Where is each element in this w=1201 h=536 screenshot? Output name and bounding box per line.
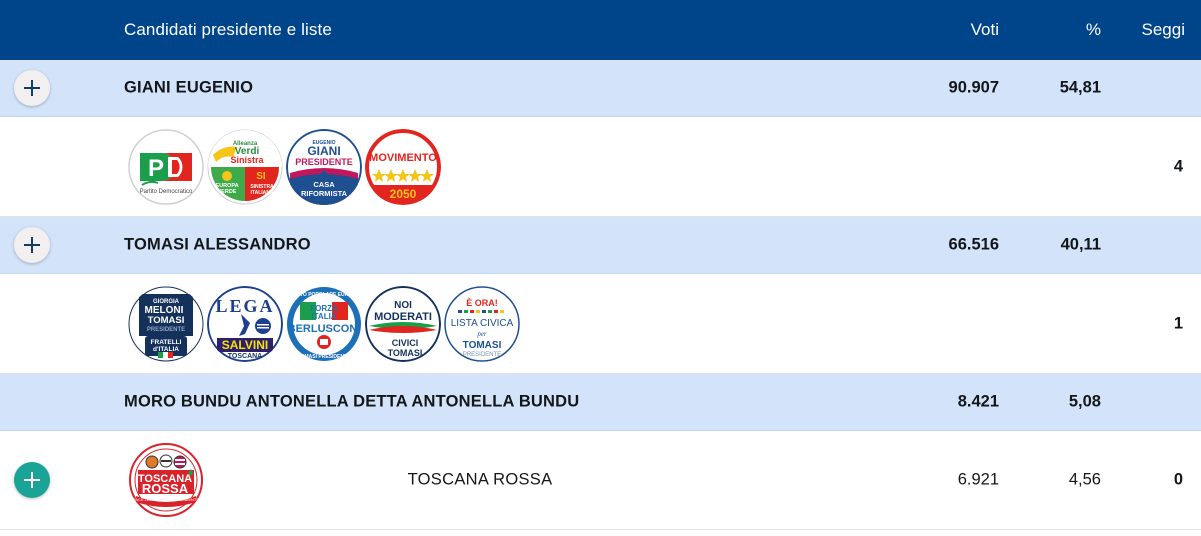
svg-text:ROSSA: ROSSA [142, 481, 189, 496]
giani-presidente-casa-riformista-logo: EUGENIO GIANI PRESIDENTE CASA RIFORMISTA [286, 128, 362, 205]
candidate-votes: 90.907 [948, 78, 999, 97]
svg-text:2050: 2050 [390, 187, 417, 201]
svg-text:EUGENIO: EUGENIO [312, 140, 335, 146]
party-logo-group: GIORGIA MELONI TOMASI PRESIDENTE FRATELL… [128, 285, 520, 362]
svg-text:EUROPA: EUROPA [215, 183, 238, 189]
plus-icon [24, 472, 40, 488]
svg-text:Sinistra: Sinistra [230, 155, 264, 165]
candidate-name: GIANI EUGENIO [124, 78, 254, 97]
svg-text:ITALIA: ITALIA [311, 312, 336, 321]
svg-text:FRATELLI: FRATELLI [151, 339, 182, 346]
toscana-rossa-logo: TOSCANA ROSSA PACE LAVORO SALUTE AMBIENT… [128, 442, 204, 518]
svg-text:TOMASI PRESIDENTE: TOMASI PRESIDENTE [298, 354, 351, 360]
candidate-percent: 40,11 [1060, 235, 1101, 254]
table-row-lists-tomasi: GIORGIA MELONI TOMASI PRESIDENTE FRATELL… [0, 274, 1201, 374]
column-header-percent: % [1085, 20, 1101, 39]
svg-text:PARTITO POPOLARE EUROPEO: PARTITO POPOLARE EUROPEO [286, 292, 362, 298]
plus-icon [24, 237, 40, 253]
table-row-candidate-giani[interactable]: GIANI EUGENIO 90.907 54,81 [0, 60, 1201, 117]
svg-text:PACE LAVORO SALUTE AMBIENTE: PACE LAVORO SALUTE AMBIENTE [133, 497, 199, 502]
svg-text:LISTA CIVICA: LISTA CIVICA [451, 318, 514, 329]
table-header: Candidati presidente e liste Voti % Segg… [0, 0, 1201, 60]
expand-button-giani[interactable] [14, 70, 50, 106]
plus-icon [24, 80, 40, 96]
list-name: TOSCANA ROSSA [407, 470, 553, 489]
list-percent: 4,56 [1068, 470, 1101, 489]
expand-button-tomasi[interactable] [14, 227, 50, 263]
svg-text:NOI: NOI [394, 300, 412, 311]
svg-text:FORZA: FORZA [310, 304, 338, 313]
candidate-votes: 66.516 [948, 235, 999, 254]
table-row-candidate-tomasi[interactable]: TOMASI ALESSANDRO 66.516 40,11 [0, 217, 1201, 274]
lega-salvini-toscana-logo: LEGA SALVINI TOSCANA [207, 285, 283, 362]
svg-text:Verdi: Verdi [235, 146, 260, 157]
svg-text:ITALIANA: ITALIANA [251, 190, 274, 196]
alleanza-verdi-sinistra-logo: Alleanza Verdi Sinistra EUROPA VERDE SI … [207, 128, 283, 205]
svg-text:CIVICI: CIVICI [392, 338, 419, 348]
list-seats: 0 [1173, 470, 1183, 489]
svg-text:GIORGIA: GIORGIA [153, 299, 180, 305]
svg-text:d'ITALIA: d'ITALIA [153, 346, 179, 353]
svg-text:SI: SI [256, 171, 266, 182]
svg-text:GIANI: GIANI [307, 144, 340, 158]
expand-button-toscana-rossa[interactable] [14, 462, 50, 498]
svg-text:Partito Democratico: Partito Democratico [140, 189, 193, 195]
svg-text:BERLUSCONI: BERLUSCONI [288, 323, 361, 335]
candidate-name: TOMASI ALESSANDRO [124, 235, 311, 254]
list-seats: 1 [1173, 314, 1183, 332]
candidate-name: MORO BUNDU ANTONELLA DETTA ANTONELLA BUN… [124, 392, 580, 411]
fratelli-ditalia-meloni-tomasi-logo: GIORGIA MELONI TOMASI PRESIDENTE FRATELL… [128, 285, 204, 362]
table-row-list-toscana-rossa: TOSCANA ROSSA PACE LAVORO SALUTE AMBIENT… [0, 431, 1201, 530]
svg-text:RIFORMISTA: RIFORMISTA [301, 189, 348, 198]
list-seats: 4 [1173, 157, 1183, 175]
svg-text:MELONI: MELONI [145, 305, 184, 316]
svg-text:TOMASI: TOMASI [148, 315, 185, 326]
column-header-votes: Voti [970, 20, 999, 39]
table-row-lists-giani: P Partito Democratico Alleanza Verdi [0, 117, 1201, 217]
list-votes: 6.921 [957, 470, 999, 489]
e-ora-lista-civica-per-tomasi-logo: È ORA! LISTA CIVICA per TOMASI PRE [444, 285, 520, 362]
svg-text:Alleanza: Alleanza [233, 141, 258, 147]
svg-text:PRESIDENTE: PRESIDENTE [295, 157, 353, 167]
party-logo-group: P Partito Democratico Alleanza Verdi [128, 128, 441, 205]
pd-partito-democratico-logo: P Partito Democratico [128, 128, 204, 205]
forza-italia-berlusconi-logo: PARTITO POPOLARE EUROPEO FORZA ITALIA BE… [286, 285, 362, 362]
svg-text:SALVINI: SALVINI [222, 338, 268, 352]
svg-text:TOMASI: TOMASI [388, 348, 423, 358]
party-logo-group: TOSCANA ROSSA PACE LAVORO SALUTE AMBIENT… [128, 442, 204, 518]
svg-text:MOVIMENTO: MOVIMENTO [369, 152, 437, 164]
svg-text:per: per [476, 330, 487, 338]
movimento-2050-logo: MOVIMENTO 2050 [365, 128, 441, 205]
svg-text:TOSCANA: TOSCANA [138, 473, 192, 485]
svg-text:PRESIDENTE: PRESIDENTE [463, 352, 501, 358]
svg-text:CASA: CASA [313, 180, 335, 189]
candidate-percent: 54,81 [1059, 78, 1101, 97]
svg-text:LEGA: LEGA [215, 296, 274, 316]
svg-text:PRESIDENTE: PRESIDENTE [147, 327, 185, 333]
candidate-percent: 5,08 [1068, 392, 1101, 411]
svg-text:VERDE: VERDE [218, 189, 237, 195]
svg-text:È ORA!: È ORA! [466, 298, 498, 308]
svg-text:MODERATI: MODERATI [374, 311, 432, 323]
svg-text:TOSCANA: TOSCANA [228, 353, 262, 360]
svg-text:TOMASI: TOMASI [463, 340, 502, 351]
column-header-seats: Seggi [1141, 20, 1185, 39]
column-header-candidates: Candidati presidente e liste [124, 20, 332, 39]
table-row-candidate-moro-bundu[interactable]: MORO BUNDU ANTONELLA DETTA ANTONELLA BUN… [0, 374, 1201, 431]
candidate-votes: 8.421 [957, 392, 999, 411]
noi-moderati-civici-per-tomasi-logo: NOI MODERATI CIVICI TOMASI [365, 285, 441, 362]
svg-text:P: P [148, 155, 164, 182]
svg-text:SINISTRA: SINISTRA [250, 184, 274, 190]
